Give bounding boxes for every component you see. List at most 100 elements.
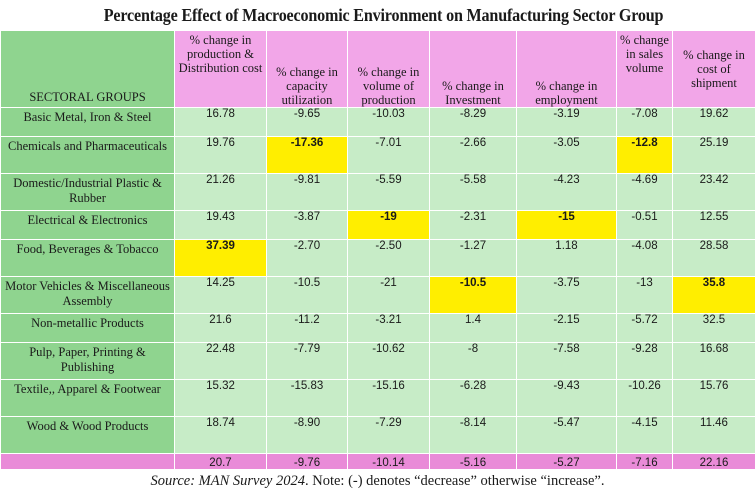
highlighted-cell: -10.5 (429, 276, 517, 314)
sector-name: Textile,, Apparel & Footwear (0, 379, 175, 417)
header-sales-volume: % change in sales volume (616, 30, 673, 108)
sector-name: Non-metallic Products (0, 313, 175, 343)
table-row: Motor Vehicles & Miscellaneous Assembly … (0, 276, 755, 314)
table-cell: 21.6 (174, 313, 267, 343)
sector-name: Chemicals and Pharmaceuticals (0, 136, 175, 174)
table-cell: 12.55 (672, 210, 755, 240)
table-cell: 18.74 (174, 416, 267, 454)
source-note: Source: MAN Survey 2024. Note: (-) denot… (0, 469, 755, 493)
table-cell: 1.18 (516, 239, 617, 277)
table-row: Textile,, Apparel & Footwear 15.32 -15.8… (0, 379, 755, 417)
table-cell: -3.21 (347, 313, 430, 343)
table-cell: -6.28 (429, 379, 517, 417)
table-cell: -2.70 (266, 239, 348, 277)
table-cell: -4.15 (616, 416, 673, 454)
header-investment: % change in Investment (429, 30, 517, 108)
sector-name: Domestic/Industrial Plastic & Rubber (0, 173, 175, 211)
table-cell: -15.83 (266, 379, 348, 417)
sector-name: Pulp, Paper, Printing & Publishing (0, 342, 175, 380)
table-cell: -3.05 (516, 136, 617, 174)
table-cell: 15.32 (174, 379, 267, 417)
table-cell: -21 (347, 276, 430, 314)
header-employment: % change in employment (516, 30, 617, 108)
header-volume-production: % change in volume of production (347, 30, 430, 108)
table-cell: 23.42 (672, 173, 755, 211)
table-cell: 15.76 (672, 379, 755, 417)
table-row: Pulp, Paper, Printing & Publishing 22.48… (0, 342, 755, 380)
table-cell: -7.79 (266, 342, 348, 380)
table-cell: 21.26 (174, 173, 267, 211)
table-row: Chemicals and Pharmaceuticals 19.76 -17.… (0, 136, 755, 174)
table-cell: -10.5 (266, 276, 348, 314)
table-cell: 22.48 (174, 342, 267, 380)
sector-name: Basic Metal, Iron & Steel (0, 107, 175, 137)
table-cell: -5.47 (516, 416, 617, 454)
table-cell: -9.65 (266, 107, 348, 137)
table-cell: -2.31 (429, 210, 517, 240)
table-cell: -10.62 (347, 342, 430, 380)
table-cell: -3.75 (516, 276, 617, 314)
highlighted-cell: -19 (347, 210, 430, 240)
table-cell: -4.23 (516, 173, 617, 211)
table-cell: -5.59 (347, 173, 430, 211)
table-cell: -13 (616, 276, 673, 314)
sector-name: Wood & Wood Products (0, 416, 175, 454)
table-cell: -8.14 (429, 416, 517, 454)
table-cell: -15.16 (347, 379, 430, 417)
table-cell: -9.28 (616, 342, 673, 380)
table-cell: 19.62 (672, 107, 755, 137)
data-table: SECTORAL GROUPS % change in production &… (0, 30, 755, 492)
table-cell: -10.26 (616, 379, 673, 417)
table-cell: -8.29 (429, 107, 517, 137)
table-cell: 16.78 (174, 107, 267, 137)
table-row: Wood & Wood Products 18.74 -8.90 -7.29 -… (0, 416, 755, 454)
sector-name: Motor Vehicles & Miscellaneous Assembly (0, 276, 175, 314)
table-row: Non-metallic Products 21.6 -11.2 -3.21 1… (0, 313, 755, 343)
table-cell: -2.50 (347, 239, 430, 277)
header-cost-shipment: % change in cost of shipment (672, 30, 755, 108)
table-cell: -0.51 (616, 210, 673, 240)
table-cell: 25.19 (672, 136, 755, 174)
table-cell: -4.08 (616, 239, 673, 277)
table-row: Electrical & Electronics 19.43 -3.87 -19… (0, 210, 755, 240)
table-cell: -3.87 (266, 210, 348, 240)
table-row: Basic Metal, Iron & Steel 16.78 -9.65 -1… (0, 107, 755, 137)
header-capacity-utilization: % change in capacity utilization (266, 30, 348, 108)
table-cell: -7.01 (347, 136, 430, 174)
table-row: Food, Beverages & Tobacco 37.39 -2.70 -2… (0, 239, 755, 277)
header-row: SECTORAL GROUPS % change in production &… (0, 30, 755, 108)
table-cell: 14.25 (174, 276, 267, 314)
table-cell: -2.66 (429, 136, 517, 174)
table-cell: -3.19 (516, 107, 617, 137)
table-cell: -7.08 (616, 107, 673, 137)
table-cell: -9.81 (266, 173, 348, 211)
source-label: Source: MAN Survey 2024 (150, 473, 305, 489)
highlighted-cell: -15 (516, 210, 617, 240)
table-cell: 16.68 (672, 342, 755, 380)
table-cell: -7.29 (347, 416, 430, 454)
table-cell: -10.03 (347, 107, 430, 137)
table-cell: -4.69 (616, 173, 673, 211)
note-text: . Note: (-) denotes “decrease” otherwise… (304, 473, 605, 489)
table-title: Percentage Effect of Macroeconomic Envir… (103, 5, 664, 25)
highlighted-cell: 37.39 (174, 239, 267, 277)
table-cell: -2.15 (516, 313, 617, 343)
table-cell: 11.46 (672, 416, 755, 454)
table-cell: -1.27 (429, 239, 517, 277)
sector-name: Electrical & Electronics (0, 210, 175, 240)
table-cell: 1.4 (429, 313, 517, 343)
header-production-cost: % change in production & Distribution co… (174, 30, 267, 108)
table-cell: -9.43 (516, 379, 617, 417)
highlighted-cell: -17.36 (266, 136, 348, 174)
table-cell: -5.58 (429, 173, 517, 211)
table-cell: -11.2 (266, 313, 348, 343)
table-cell: 19.76 (174, 136, 267, 174)
sectoral-groups-header: SECTORAL GROUPS (0, 30, 175, 108)
table-cell: -7.58 (516, 342, 617, 380)
table-cell: 32.5 (672, 313, 755, 343)
table-cell: 28.58 (672, 239, 755, 277)
table-cell: -5.72 (616, 313, 673, 343)
table-cell: -8.90 (266, 416, 348, 454)
table-row: Domestic/Industrial Plastic & Rubber 21.… (0, 173, 755, 211)
sector-name: Food, Beverages & Tobacco (0, 239, 175, 277)
